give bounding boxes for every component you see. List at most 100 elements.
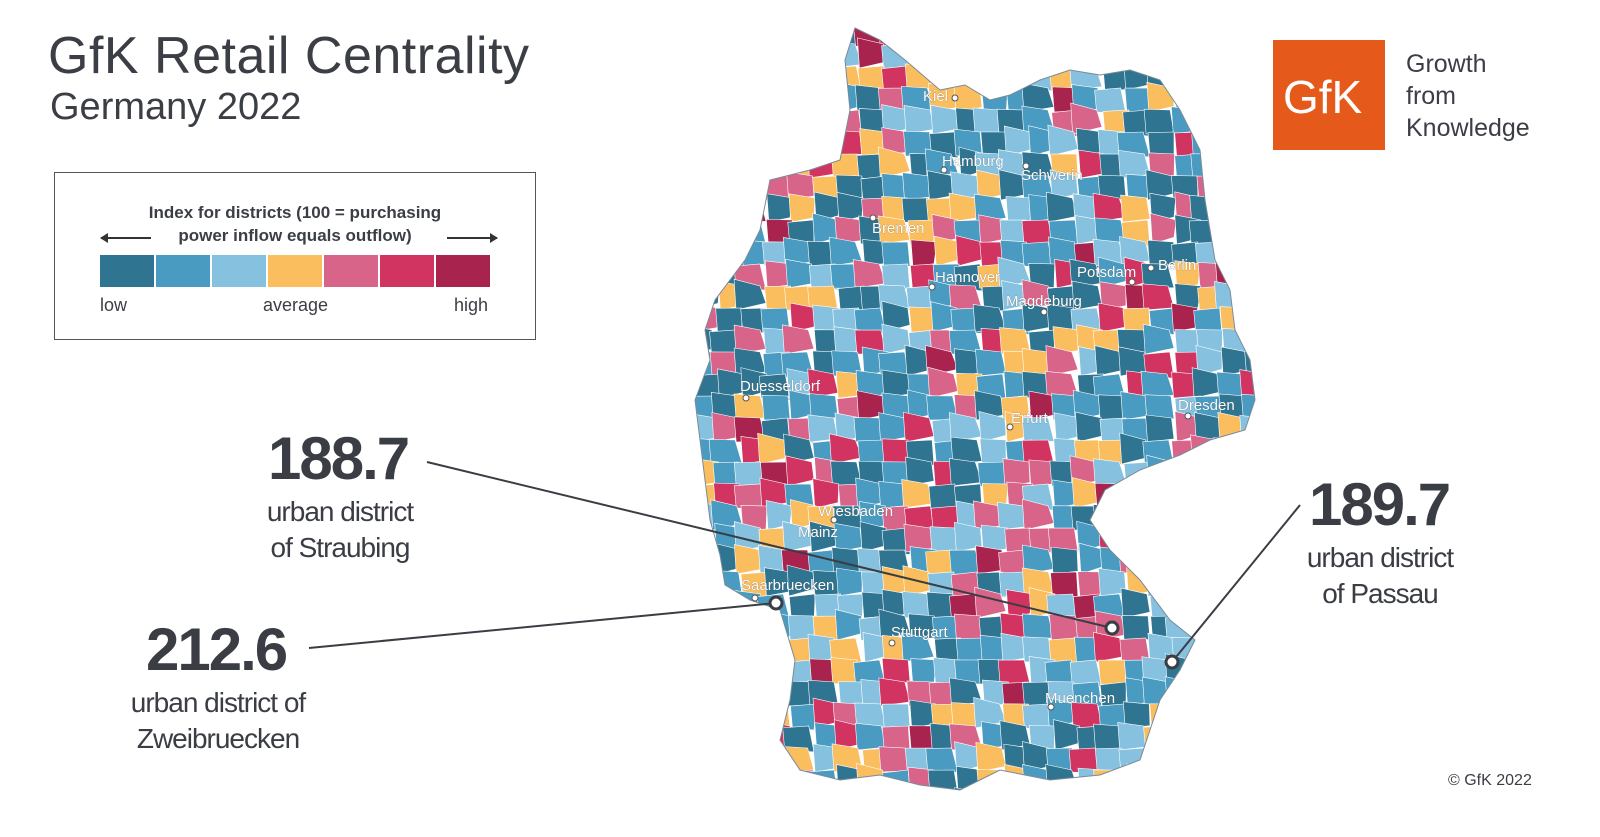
district-cell (695, 547, 719, 575)
district-cell (881, 300, 911, 333)
district-cell (901, 479, 935, 509)
district-cell (878, 146, 911, 179)
district-cell (1164, 593, 1199, 620)
district-cell (812, 85, 839, 113)
district-cell (1218, 590, 1247, 619)
district-cell (1121, 28, 1151, 47)
district-cell (881, 769, 911, 790)
district-cell (788, 193, 816, 223)
district-cell (711, 28, 743, 47)
district-cell (733, 82, 767, 113)
district-cell (1143, 725, 1175, 752)
district-cell (1244, 478, 1255, 509)
page-title: GfK Retail Centrality (48, 27, 530, 85)
city-dot (1022, 162, 1030, 170)
district-cell (790, 703, 817, 731)
district-cell (1122, 701, 1151, 729)
district-cell (718, 681, 746, 709)
page-subtitle: Germany 2022 (50, 86, 302, 128)
district-cell (1099, 28, 1127, 47)
district-cell (1192, 86, 1223, 113)
district-cell (950, 43, 983, 69)
district-cell (695, 106, 719, 135)
callout-value-straubing: 188.7 (268, 425, 410, 492)
callout-line-passau (1171, 504, 1301, 663)
district-cell (785, 455, 815, 487)
district-cell (1198, 108, 1225, 135)
district-cell (740, 43, 767, 69)
district-cell (1050, 571, 1079, 598)
district-cell (903, 105, 935, 135)
city-label-bremen: Bremen (872, 220, 925, 237)
district-cell (1192, 479, 1223, 509)
marker-passau (1164, 654, 1180, 670)
district-cell (766, 193, 794, 223)
district-cell (881, 527, 911, 555)
district-cell (695, 633, 719, 663)
district-cell (838, 681, 865, 707)
district-cell (695, 571, 722, 597)
district-cell (1164, 548, 1199, 575)
legend-high-label: high (454, 295, 489, 315)
city-label-hannover: Hannover (935, 269, 1000, 286)
district-cell (807, 769, 839, 790)
district-cell (1005, 196, 1033, 223)
legend-title-line2: power inflow equals outflow) (178, 226, 412, 245)
district-cell (1099, 281, 1127, 311)
district-cell (717, 653, 745, 685)
district-cell (717, 769, 745, 790)
callout-label-line: of Passau (1322, 578, 1439, 609)
tagline-line: Knowledge (1406, 114, 1530, 142)
city-label-hamburg: Hamburg (942, 153, 1004, 170)
district-cell (1222, 524, 1249, 553)
district-cell (1240, 128, 1255, 157)
district-cell (1195, 344, 1223, 377)
district-cell (1217, 215, 1247, 245)
district-cell (1196, 722, 1224, 751)
city-dot (1128, 278, 1136, 286)
district-cell (734, 725, 767, 753)
district-cell (997, 659, 1031, 685)
district-cell (1244, 305, 1255, 333)
district-cell (1164, 676, 1199, 707)
district-cell (695, 278, 720, 311)
district-cell (1053, 28, 1081, 47)
district-cell (763, 746, 791, 773)
district-cell (1028, 263, 1056, 289)
district-cell (948, 458, 983, 487)
city-dot (1184, 412, 1192, 420)
district-cell (1164, 525, 1199, 553)
district-cell (695, 744, 719, 773)
district-cell (740, 769, 768, 790)
legend-low-label: low (100, 295, 128, 315)
district-cell (1217, 28, 1247, 47)
district-cell (1174, 63, 1201, 91)
district-cell (881, 241, 911, 267)
district-cell (717, 368, 744, 399)
city-dot (888, 639, 896, 647)
callout-value-zweibruecken: 212.6 (146, 616, 288, 683)
city-label-berlin: Berlin (1158, 257, 1196, 274)
district-cell (1215, 65, 1247, 91)
district-cell (740, 170, 767, 201)
legend-title-line1: Index for districts (100 = purchasing (148, 203, 442, 222)
district-cell (695, 654, 720, 685)
district-cell (764, 679, 792, 707)
district-cell (715, 197, 743, 226)
district-cell (1189, 587, 1223, 619)
legend-swatch (380, 255, 434, 287)
district-cell (813, 191, 841, 223)
district-cell (1143, 747, 1175, 773)
district-cell (740, 109, 767, 137)
district-cell (929, 526, 959, 553)
district-cell (1239, 103, 1255, 135)
city-label-erfurt: Erfurt (1011, 410, 1049, 427)
district-cell (1246, 457, 1255, 487)
district-cell (789, 792, 815, 817)
district-cell (1146, 483, 1175, 510)
district-cell (1244, 698, 1255, 729)
district-cell (1045, 345, 1079, 377)
district-cell (1239, 680, 1255, 707)
legend-color-scale (100, 255, 490, 287)
